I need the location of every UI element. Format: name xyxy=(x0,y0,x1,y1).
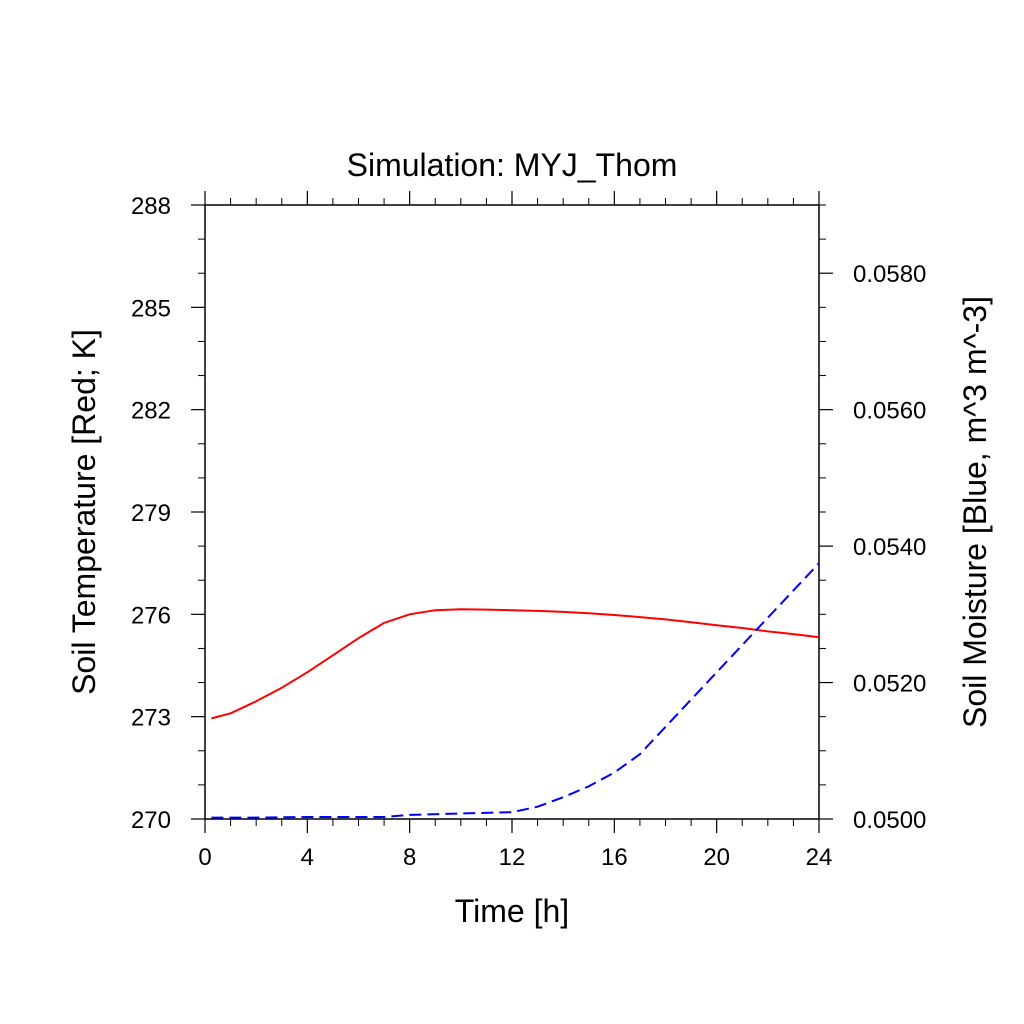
y-left-tick-label: 273 xyxy=(131,705,171,732)
y-left-tick-label: 282 xyxy=(131,398,171,425)
x-axis-title: Time [h] xyxy=(455,893,569,929)
x-tick-label: 4 xyxy=(301,844,314,871)
y-right-tick-label: 0.0560 xyxy=(853,398,926,425)
x-tick-label: 8 xyxy=(403,844,416,871)
x-tick-label: 0 xyxy=(198,844,211,871)
y-left-tick-label: 285 xyxy=(131,295,171,322)
x-tick-label: 24 xyxy=(806,844,833,871)
x-tick-label: 16 xyxy=(601,844,628,871)
y-left-tick-label: 288 xyxy=(131,193,171,220)
minor-ticks xyxy=(198,198,826,826)
x-axis: 0 4 8 12 16 20 24 xyxy=(198,191,832,871)
y-left-tick-label: 270 xyxy=(131,807,171,834)
x-tick-label: 20 xyxy=(703,844,730,871)
y-left-tick-label: 276 xyxy=(131,602,171,629)
series-layer xyxy=(211,562,820,819)
soil-moisture-line xyxy=(211,562,820,819)
x-tick-label: 12 xyxy=(499,844,526,871)
y-right-tick-label: 0.0540 xyxy=(853,534,926,561)
chart-title: Simulation: MYJ_Thom xyxy=(347,147,678,183)
soil-temperature-line xyxy=(211,608,820,720)
plot-frame xyxy=(204,204,820,820)
right-y-axis-title: Soil Moisture [Blue, m^3 m^-3] xyxy=(957,296,993,728)
y-left-tick-label: 279 xyxy=(131,500,171,527)
left-y-axis-title: Soil Temperature [Red; K] xyxy=(66,329,102,695)
y-right-tick-label: 0.0500 xyxy=(853,807,926,834)
left-y-axis: 270 273 276 279 282 285 288 xyxy=(131,193,205,834)
right-y-axis: 0.0500 0.0520 0.0540 0.0560 0.0580 xyxy=(819,261,926,834)
y-right-tick-label: 0.0580 xyxy=(853,261,926,288)
y-right-tick-label: 0.0520 xyxy=(853,671,926,698)
